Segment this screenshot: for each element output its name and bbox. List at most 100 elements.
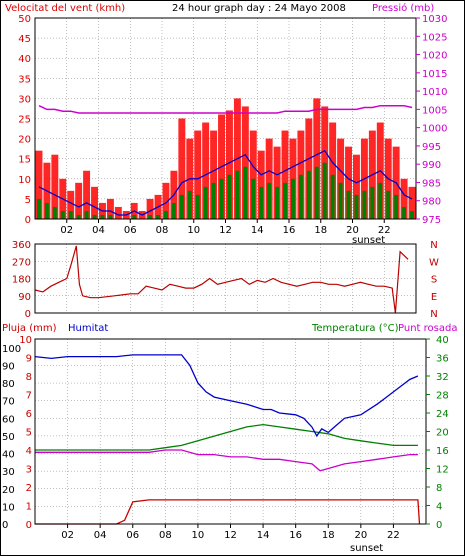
gust-bar bbox=[162, 182, 170, 219]
graph-title: 24 hour graph day : 24 Mayo 2008 bbox=[172, 3, 346, 14]
wind-tick-label: 0 bbox=[25, 215, 31, 226]
bottom-x-tick-label: 04 bbox=[94, 530, 107, 541]
temperature-tick-label: 16 bbox=[436, 446, 449, 457]
pressure-tick-label: 1025 bbox=[422, 32, 447, 43]
direction-degree-label: 90 bbox=[18, 292, 31, 303]
temperature-tick-label: 32 bbox=[436, 372, 449, 383]
green-bar bbox=[60, 210, 65, 219]
temperature-ticks: 0 4 8 12 16 20 24 28 32 36 40 bbox=[426, 335, 449, 531]
direction-grid bbox=[35, 244, 416, 313]
top-x-tick-label: 08 bbox=[156, 225, 169, 236]
wind-tick-label: 30 bbox=[18, 94, 31, 105]
pressure-line bbox=[38, 104, 413, 114]
bottom-panel: Pluja (mm) Humitat Temperatura (°C) Punt… bbox=[2, 323, 457, 554]
wind-tick-label: 25 bbox=[18, 115, 31, 126]
direction-degree-ticks: 0 90 180 270 360 bbox=[12, 240, 31, 320]
rain-tick-label: 8 bbox=[26, 372, 32, 383]
gust-bar bbox=[408, 186, 416, 219]
top-x-tick-label: 12 bbox=[219, 225, 232, 236]
green-bar bbox=[290, 178, 295, 219]
wind-direction-line bbox=[34, 245, 409, 314]
temperature-tick-label: 28 bbox=[436, 391, 449, 402]
temperature-tick-label: 24 bbox=[436, 409, 449, 420]
humidity-tick-label: 30 bbox=[2, 467, 15, 478]
green-bar bbox=[108, 214, 113, 219]
gust-bar bbox=[345, 146, 352, 219]
direction-degree-label: 270 bbox=[12, 257, 31, 268]
green-bar bbox=[338, 182, 343, 219]
green-bar bbox=[219, 178, 224, 219]
pressure-tick-label: 1020 bbox=[422, 51, 447, 62]
green-bar bbox=[306, 170, 311, 219]
rain-tick-label: 10 bbox=[19, 335, 32, 346]
humidity-tick-label: 0 bbox=[2, 520, 8, 531]
green-bar bbox=[322, 162, 327, 219]
wind-tick-label: 10 bbox=[18, 175, 31, 186]
top-x-tick-label: 10 bbox=[187, 225, 200, 236]
green-bar bbox=[346, 190, 351, 219]
temperature-tick-label: 40 bbox=[436, 335, 449, 346]
green-bar bbox=[100, 214, 105, 219]
temperature-axis-label: Temperatura (°C) bbox=[311, 323, 399, 334]
humidity-tick-label: 50 bbox=[2, 432, 15, 443]
gust-bar bbox=[178, 118, 186, 219]
direction-compass-label: W bbox=[429, 257, 439, 268]
green-bar bbox=[235, 170, 240, 219]
dewpoint-line bbox=[35, 449, 418, 472]
wind-tick-label: 35 bbox=[18, 74, 31, 85]
green-bar bbox=[227, 174, 232, 219]
gust-bar bbox=[313, 98, 321, 219]
temperature-tick-label: 0 bbox=[436, 520, 442, 531]
gust-bar bbox=[51, 154, 59, 219]
green-bar bbox=[378, 182, 383, 219]
direction-lines bbox=[34, 245, 409, 314]
green-bar bbox=[156, 214, 161, 219]
top-sunset-label: sunset bbox=[352, 235, 385, 246]
humidity-tick-label: 10 bbox=[2, 502, 15, 513]
green-bar bbox=[394, 194, 399, 219]
gust-bar bbox=[265, 138, 273, 219]
green-bar bbox=[195, 194, 200, 219]
top-x-tick-label: 16 bbox=[283, 225, 296, 236]
direction-compass-label: E bbox=[431, 292, 437, 303]
bottom-x-tick-label: 02 bbox=[61, 530, 74, 541]
direction-compass-label: S bbox=[431, 275, 437, 286]
humidity-axis-label: Humitat bbox=[68, 323, 108, 334]
gust-bar bbox=[273, 146, 281, 219]
green-bar bbox=[132, 214, 137, 219]
bottom-sunset-label: sunset bbox=[350, 543, 383, 554]
temperature-tick-label: 12 bbox=[436, 465, 449, 476]
gust-bar bbox=[83, 170, 91, 219]
pressure-tick-label: 990 bbox=[422, 160, 441, 171]
bottom-x-tick-label: 16 bbox=[289, 530, 302, 541]
wind-ticks: 0 5 10 15 20 25 30 35 40 45 50 bbox=[18, 14, 31, 226]
temperature-tick-label: 20 bbox=[436, 428, 449, 439]
gust-bar bbox=[146, 198, 154, 219]
humidity-tick-label: 90 bbox=[2, 361, 15, 372]
bottom-x-tick-label: 18 bbox=[322, 530, 335, 541]
direction-compass-label: N bbox=[430, 240, 437, 251]
green-bar bbox=[203, 186, 208, 219]
green-bar bbox=[314, 166, 319, 219]
wind-tick-label: 50 bbox=[18, 14, 31, 25]
green-bar bbox=[283, 182, 288, 219]
wind-tick-label: 40 bbox=[18, 54, 31, 65]
temperature-tick-label: 8 bbox=[436, 483, 442, 494]
rain-tick-label: 0 bbox=[26, 520, 32, 531]
bottom-x-tick-label: 06 bbox=[126, 530, 139, 541]
green-bar bbox=[386, 190, 391, 219]
bottom-x-tick-label: 14 bbox=[257, 530, 270, 541]
green-bar bbox=[259, 186, 264, 219]
green-bar bbox=[370, 186, 375, 219]
top-x-tick-label: 14 bbox=[251, 225, 264, 236]
rain-ticks: 0 1 2 3 4 5 6 7 8 9 10 bbox=[19, 335, 32, 531]
direction-degree-label: 360 bbox=[12, 240, 31, 251]
wind-lines bbox=[38, 104, 413, 216]
temperature-line bbox=[35, 423, 418, 451]
gust-bar bbox=[329, 122, 337, 219]
gust-bar bbox=[67, 190, 75, 219]
temperature-tick-label: 4 bbox=[436, 502, 442, 513]
direction-degree-label: 180 bbox=[12, 275, 31, 286]
